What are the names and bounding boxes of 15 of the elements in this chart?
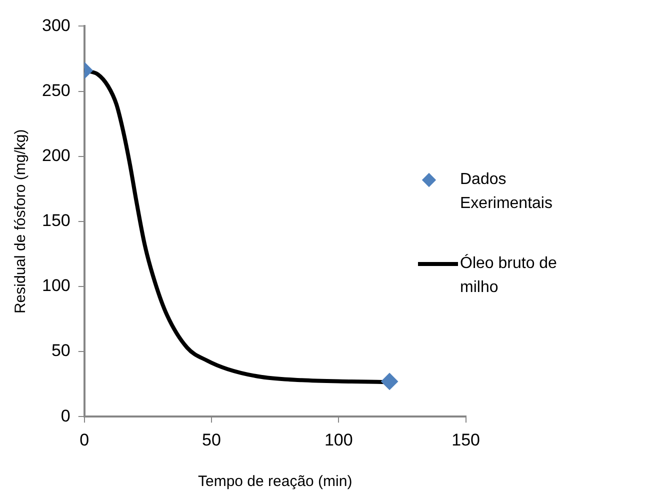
x-tick-label: 150 — [452, 430, 480, 450]
legend-label: Dados Exerimentais — [460, 170, 554, 214]
legend-label: Óleo bruto de milho — [460, 253, 558, 298]
x-axis-title: Tempo de reação (min) — [198, 473, 352, 490]
x-tick-label: 0 — [80, 430, 90, 450]
y-tick-label: 0 — [60, 406, 70, 426]
y-tick-label: 300 — [42, 16, 70, 35]
y-tick-label: 250 — [42, 80, 70, 100]
x-tick-label: 50 — [202, 430, 221, 450]
x-tick-label: 100 — [324, 430, 353, 450]
y-axis-title: Residual de fósforo (mg/kg) — [12, 129, 30, 314]
y-tick-label: 100 — [42, 276, 70, 296]
y-tick-label: 150 — [42, 211, 70, 230]
y-tick-label: 200 — [42, 146, 70, 166]
y-tick-label: 50 — [51, 341, 70, 360]
